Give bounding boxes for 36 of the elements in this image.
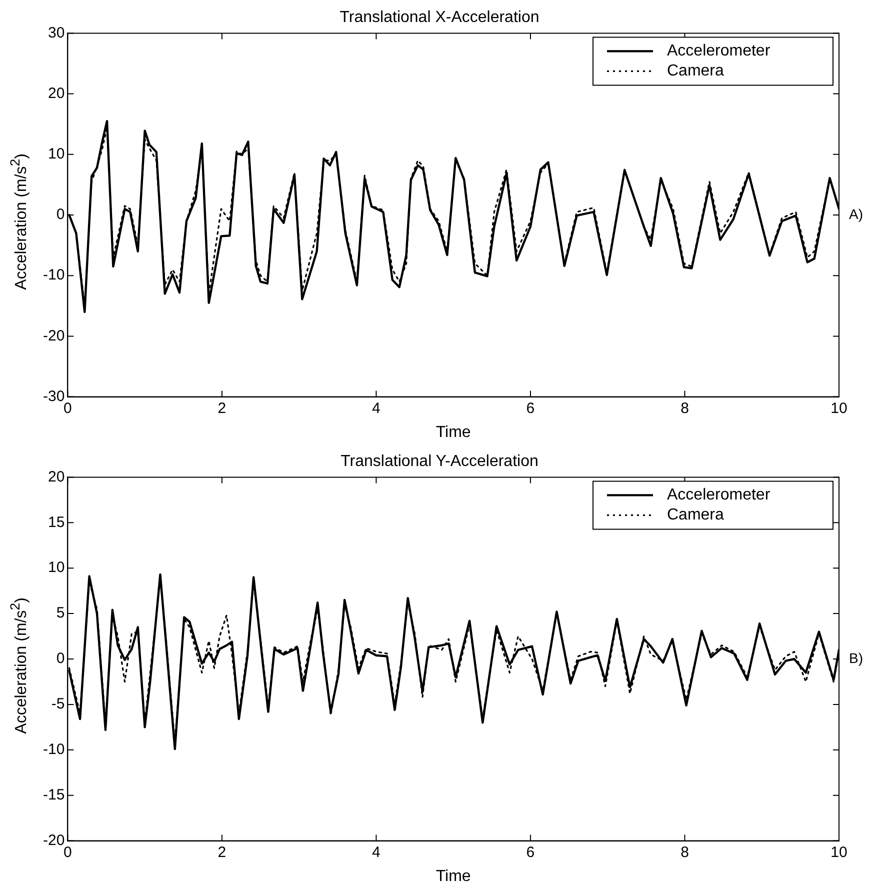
y-tick-label: -15 [42, 786, 65, 804]
x-tick-label: 6 [526, 400, 535, 417]
x-tick-label: 8 [680, 844, 689, 861]
x-tick-label: 10 [830, 844, 848, 861]
y-tick-label: -30 [42, 388, 65, 405]
x-tick-label: 2 [218, 400, 226, 417]
legend-label: Camera [667, 506, 724, 524]
legend-label: Accelerometer [667, 42, 771, 60]
x-tick-label: 2 [218, 844, 226, 861]
x-axis-title: Time [436, 868, 471, 885]
y-tick-label: -20 [42, 832, 65, 849]
y-tick-label: 10 [48, 146, 65, 163]
x-tick-label: 8 [680, 400, 689, 417]
y-tick-label: 15 [48, 514, 65, 531]
x-axis-title: Time [436, 424, 471, 441]
chart-title: Translational Y-Acceleration [340, 453, 538, 470]
y-tick-label: 5 [56, 604, 65, 622]
y-tick-label: 20 [48, 468, 65, 486]
y-tick-label: 0 [56, 650, 65, 668]
x-tick-label: 4 [372, 400, 380, 417]
y-tick-label: 10 [48, 559, 65, 576]
x-tick-label: 4 [372, 844, 380, 861]
legend-label: Camera [667, 62, 724, 80]
x-tick-label: 6 [526, 844, 535, 861]
y-tick-label: 0 [56, 206, 65, 224]
legend-label: Accelerometer [667, 486, 771, 504]
y-tick-label: 20 [48, 84, 65, 102]
text: B) [849, 650, 863, 666]
y-tick-label: -10 [42, 741, 65, 758]
y-tick-label: -20 [42, 327, 65, 344]
y-tick-label: -5 [51, 696, 65, 713]
text: A) [849, 206, 863, 222]
chart-title: Translational X-Acceleration [340, 9, 540, 26]
y-tick-label: -10 [42, 266, 65, 284]
y-tick-label: 30 [48, 24, 65, 42]
x-tick-label: 10 [830, 400, 848, 417]
